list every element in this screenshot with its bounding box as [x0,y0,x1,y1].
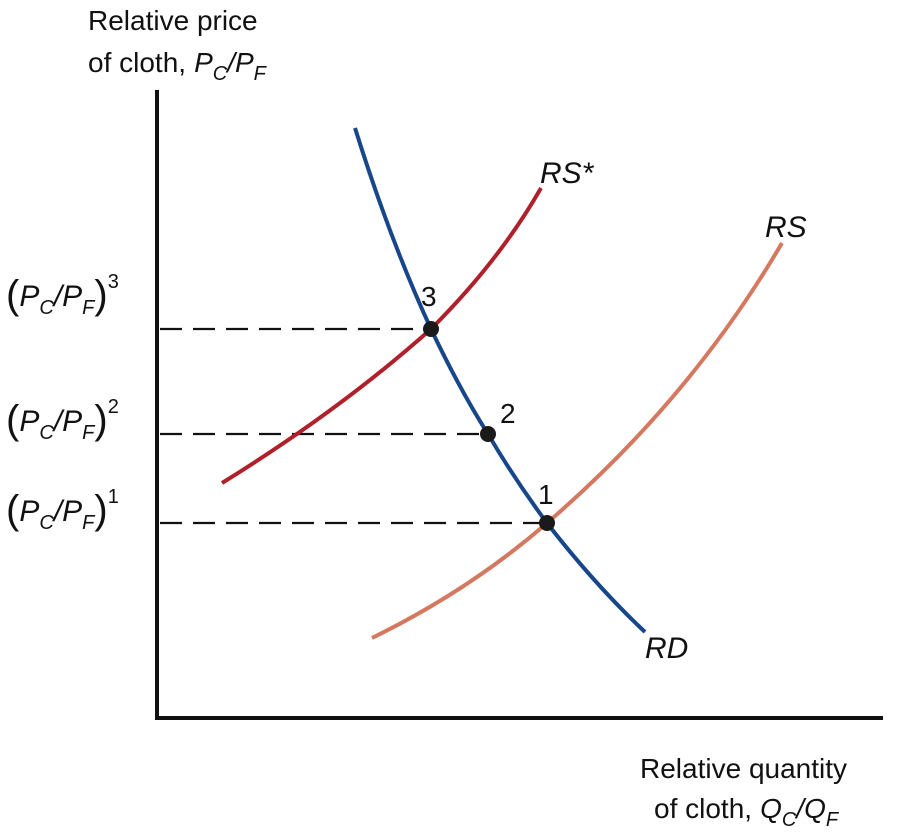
rd-curve [353,127,647,634]
equilibrium-point-2 [480,426,496,442]
y-axis-label-line2-part: of cloth, [88,47,186,78]
price-level-label-part: 1 [108,486,119,508]
price-level-label-part: P [62,495,82,528]
y-axis-label-line2-part: F [254,63,268,85]
equilibrium-point-1 [539,515,555,531]
y-axis-label-line2-part: P [235,47,254,78]
x-axis-label-line2-part: / [794,793,807,824]
x-axis-label-line2-part: F [826,809,840,831]
x-axis-label-line2-part: C [782,809,797,831]
price-level-label: (PC/PF)3 [6,271,119,319]
x-axis-label-line2-part: of cloth, [654,793,752,824]
price-level-label-part: / [52,495,65,528]
price-level-label-part: ) [94,488,107,532]
rs-label: RS [765,211,807,244]
price-level-label-part: F [82,512,96,534]
price-level-label-part: P [19,280,39,313]
point-label-2: 2 [500,398,516,429]
price-level-label-part: P [62,280,82,313]
point-label-1: 1 [538,479,554,510]
price-level-label-part: C [39,297,54,319]
y-axis-label-line2-part: / [225,47,238,78]
y-axis-label-line2-part: C [213,63,228,85]
price-level-label: (PC/PF)2 [6,396,119,444]
price-level-label-part: ( [6,398,20,442]
price-level-label-part: P [19,405,39,438]
point-label-3: 3 [421,281,437,312]
price-level-label-part: ) [94,398,107,442]
price-level-label-part: ) [94,273,107,317]
price-level-label-part: C [39,512,54,534]
price-level-label-part: F [82,297,96,319]
x-axis-label-line2-part: Q [760,793,782,824]
rs-star-label: RS* [540,157,595,190]
price-level-label-part: ( [6,488,20,532]
price-level-label-part: / [52,405,65,438]
rd-label: RD [645,632,688,665]
price-level-label-part: F [82,422,96,444]
price-level-label: (PC/PF)1 [6,486,119,534]
price-level-label-part: 2 [108,396,119,418]
y-axis-label-line2-part: P [194,47,213,78]
rs-curve [371,241,784,640]
x-axis-label-line2: of cloth, QC/QF [654,793,840,831]
y-axis-label-line1: Relative price [88,5,258,36]
price-level-label-part: C [39,422,54,444]
price-level-label-part: 3 [108,271,119,293]
price-level-label-part: / [52,280,65,313]
price-level-label-part: ( [6,273,20,317]
equilibrium-point-3 [423,321,439,337]
y-axis-label-line2: of cloth, PC/PF [88,47,268,85]
price-level-label-part: P [62,405,82,438]
price-level-label-part: P [19,495,39,528]
x-axis-label-line2-part: Q [804,793,826,824]
x-axis-label-line1: Relative quantity [640,753,847,784]
